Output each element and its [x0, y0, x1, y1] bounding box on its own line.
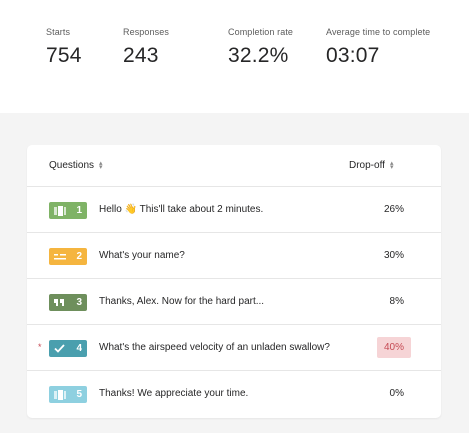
question-text: Thanks, Alex. Now for the hard part...	[99, 296, 265, 307]
question-text: Hello 👋 This'll take about 2 minutes.	[99, 204, 264, 215]
question-badge: 5	[49, 386, 87, 403]
column-header-questions: Questions	[49, 160, 95, 171]
question-number: 1	[76, 205, 82, 216]
dropoff-value: 8%	[389, 296, 404, 307]
stat-label: Completion rate	[228, 27, 294, 37]
question-text: Thanks! We appreciate your time.	[99, 388, 249, 399]
dropoff-table: Questions ▴ ▾ Drop-off ▴ ▾ 1 Hello 👋 This'…	[27, 145, 441, 418]
stat-value: 754	[46, 44, 82, 67]
welcome-screen-icon	[54, 205, 66, 216]
column-header-dropoff: Drop-off	[349, 160, 385, 171]
table-row[interactable]: 3 Thanks, Alex. Now for the hard part...…	[27, 279, 441, 325]
question-badge: 1	[49, 202, 87, 219]
question-number: 2	[76, 251, 82, 262]
question-text: What's the airspeed velocity of an unlad…	[99, 342, 330, 353]
stat-starts: Starts 754	[46, 27, 82, 68]
stat-label: Starts	[46, 27, 71, 37]
question-number: 4	[76, 343, 82, 354]
sort-questions-button[interactable]: Questions ▴ ▾	[49, 159, 103, 172]
question-badge: 2	[49, 248, 87, 265]
sort-icon: ▴ ▾	[389, 159, 394, 171]
table-row[interactable]: 2 What's your name? 30%	[27, 233, 441, 279]
stat-label: Average time to complete	[326, 27, 431, 37]
question-number: 5	[76, 389, 82, 400]
required-indicator: *	[38, 342, 42, 352]
sort-dropoff-button[interactable]: Drop-off ▴ ▾	[349, 159, 394, 172]
question-text: What's your name?	[99, 250, 185, 261]
question-number: 3	[76, 297, 82, 308]
question-badge: 3	[49, 294, 87, 311]
stat-value: 32.2%	[228, 44, 289, 67]
stats-panel: Starts 754 Responses 243 Completion rate…	[0, 0, 469, 113]
stat-responses: Responses 243	[123, 27, 169, 68]
dropoff-value: 30%	[383, 250, 404, 261]
table-row[interactable]: * 4 What's the airspeed velocity of an u…	[27, 325, 441, 371]
stat-label: Responses	[123, 27, 169, 37]
short-text-icon	[54, 253, 66, 261]
thank-you-screen-icon	[54, 389, 66, 400]
stat-average-time: Average time to complete 03:07	[326, 27, 430, 68]
question-badge: 4	[49, 340, 87, 357]
stat-value: 243	[123, 44, 159, 67]
stat-value: 03:07	[326, 44, 380, 67]
table-header: Questions ▴ ▾ Drop-off ▴ ▾	[27, 145, 441, 187]
table-row[interactable]: 1 Hello 👋 This'll take about 2 minutes. …	[27, 187, 441, 233]
sort-icon: ▴ ▾	[99, 159, 103, 171]
checkmark-icon	[54, 344, 65, 353]
dropoff-value: 26%	[383, 204, 404, 215]
dropoff-value: 0%	[389, 388, 404, 399]
stat-completion-rate: Completion rate 32.2%	[228, 27, 293, 68]
table-row[interactable]: 5 Thanks! We appreciate your time. 0%	[27, 371, 441, 417]
dropoff-value-highlighted: 40%	[376, 337, 411, 358]
statement-quote-icon	[54, 298, 64, 307]
